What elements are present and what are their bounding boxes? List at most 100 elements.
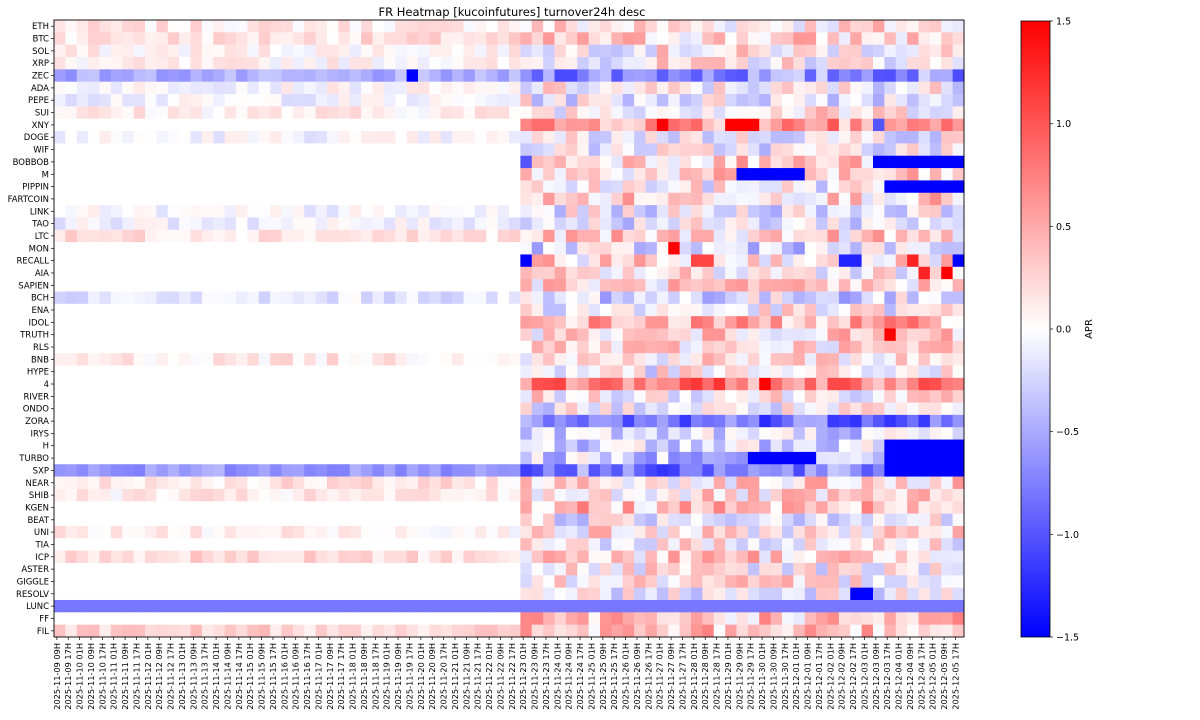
heatmap-cell	[946, 180, 953, 194]
heatmap-cell	[679, 20, 686, 33]
heatmap-cell	[133, 180, 140, 194]
heatmap-cell	[406, 266, 413, 280]
heatmap-cell	[838, 106, 845, 120]
heatmap-cell	[184, 118, 191, 132]
heatmap-cell	[196, 143, 203, 157]
heatmap-cell	[804, 44, 811, 58]
heatmap-cell	[54, 106, 61, 120]
heatmap-cell	[747, 131, 754, 144]
heatmap-cell	[628, 180, 635, 194]
heatmap-cell	[201, 94, 208, 107]
heatmap-cell	[88, 279, 95, 292]
heatmap-cell	[236, 32, 243, 46]
heatmap-cell	[247, 328, 254, 342]
heatmap-cell	[463, 217, 470, 231]
heatmap-cell	[662, 266, 669, 280]
heatmap-cell	[247, 340, 254, 354]
heatmap-cell	[275, 155, 282, 169]
heatmap-cell	[230, 168, 237, 181]
heatmap-cell	[520, 131, 527, 144]
heatmap-cell	[116, 365, 123, 379]
heatmap-cell	[218, 229, 225, 243]
heatmap-cell	[224, 106, 231, 120]
heatmap-cell	[946, 118, 953, 132]
heatmap-cell	[54, 118, 61, 132]
heatmap-cell	[139, 279, 146, 292]
heatmap-cell	[600, 328, 607, 342]
heatmap-cell	[816, 143, 823, 157]
heatmap-cell	[582, 328, 589, 342]
heatmap-cell	[662, 131, 669, 144]
heatmap-cell	[537, 143, 544, 157]
heatmap-cell	[218, 205, 225, 218]
heatmap-cell	[116, 217, 123, 231]
heatmap-cell	[309, 303, 316, 317]
heatmap-cell	[935, 353, 942, 366]
heatmap-cell	[190, 402, 197, 416]
heatmap-cell	[821, 168, 828, 181]
heatmap-cell	[372, 291, 379, 305]
heatmap-cell	[514, 316, 521, 329]
heatmap-cell	[679, 316, 686, 329]
heatmap-cell	[764, 106, 771, 120]
heatmap-cell	[548, 205, 555, 218]
heatmap-cell	[71, 57, 78, 70]
heatmap-cell	[537, 229, 544, 243]
heatmap-cell	[611, 94, 618, 107]
heatmap-cell	[218, 266, 225, 280]
heatmap-cell	[82, 377, 89, 391]
heatmap-cell	[946, 155, 953, 169]
heatmap-cell	[287, 205, 294, 218]
heatmap-cell	[736, 390, 743, 403]
heatmap-cell	[82, 143, 89, 157]
heatmap-cell	[457, 57, 464, 70]
heatmap-cell	[582, 69, 589, 83]
heatmap-cell	[258, 131, 265, 144]
heatmap-cell	[543, 192, 550, 206]
heatmap-cell	[918, 365, 925, 379]
heatmap-cell	[429, 377, 436, 391]
heatmap-cell	[133, 32, 140, 46]
heatmap-cell	[110, 205, 117, 218]
heatmap-cell	[850, 217, 857, 231]
heatmap-cell	[503, 229, 510, 243]
heatmap-cell	[253, 94, 260, 107]
heatmap-cell	[554, 81, 561, 95]
heatmap-cell	[241, 180, 248, 194]
heatmap-cell	[292, 291, 299, 305]
heatmap-cell	[446, 180, 453, 194]
heatmap-cell	[133, 168, 140, 181]
heatmap-cell	[236, 205, 243, 218]
heatmap-cell	[742, 316, 749, 329]
heatmap-cell	[127, 291, 134, 305]
heatmap-cell	[924, 44, 931, 58]
heatmap-cell	[400, 266, 407, 280]
heatmap-cell	[298, 118, 305, 132]
heatmap-cell	[201, 254, 208, 268]
heatmap-cell	[241, 217, 248, 231]
heatmap-cell	[702, 57, 709, 70]
heatmap-cell	[423, 44, 430, 58]
heatmap-cell	[253, 32, 260, 46]
heatmap-cell	[895, 279, 902, 292]
heatmap-cell	[59, 44, 66, 58]
heatmap-cell	[696, 32, 703, 46]
heatmap-cell	[457, 266, 464, 280]
heatmap-cell	[554, 143, 561, 157]
heatmap-cell	[224, 32, 231, 46]
heatmap-cell	[543, 168, 550, 181]
heatmap-cell	[327, 168, 334, 181]
heatmap-cell	[873, 106, 880, 120]
heatmap-cell	[810, 168, 817, 181]
heatmap-cell	[776, 143, 783, 157]
heatmap-cell	[54, 217, 61, 231]
heatmap-cell	[480, 81, 487, 95]
heatmap-cell	[907, 390, 914, 403]
heatmap-cell	[611, 20, 618, 33]
heatmap-cell	[617, 390, 624, 403]
heatmap-cell	[116, 377, 123, 391]
heatmap-cell	[213, 180, 220, 194]
heatmap-cell	[230, 303, 237, 317]
heatmap-cell	[156, 242, 163, 255]
heatmap-cell	[537, 340, 544, 354]
